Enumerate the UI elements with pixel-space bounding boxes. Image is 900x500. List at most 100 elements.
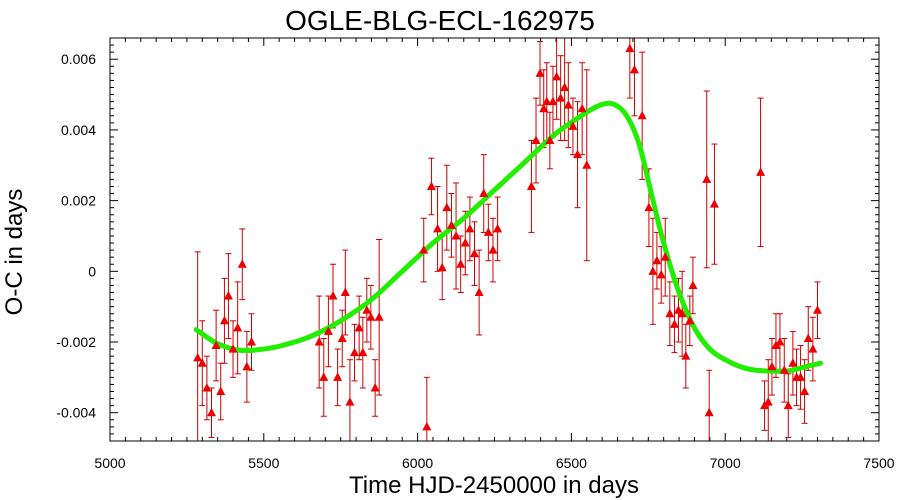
- x-tick-label: 6000: [402, 455, 433, 471]
- plot-frame: [109, 37, 880, 442]
- data-point: [648, 266, 658, 275]
- data-point: [246, 337, 256, 346]
- data-point: [763, 397, 773, 406]
- data-point: [216, 386, 226, 396]
- y-tick-label: 0.004: [61, 122, 96, 138]
- data-point: [552, 71, 562, 81]
- data-point: [193, 352, 203, 362]
- data-point: [483, 227, 493, 236]
- data-point: [437, 262, 447, 272]
- chart-title: OGLE-BLG-ECL-162975: [285, 5, 595, 36]
- y-tick-label: 0.002: [61, 193, 96, 209]
- errorbars-group: [194, 38, 821, 441]
- data-point: [202, 382, 212, 392]
- data-point: [539, 103, 549, 113]
- data-point: [767, 361, 777, 371]
- data-point: [660, 252, 670, 261]
- x-axis-label: Time HJD-2450000 in days: [349, 472, 639, 499]
- data-point: [677, 308, 687, 318]
- data-point: [563, 100, 573, 109]
- data-point: [465, 223, 475, 233]
- data-point: [442, 202, 452, 212]
- data-point: [354, 322, 364, 332]
- data-point: [350, 347, 360, 357]
- x-tick-label: 6500: [556, 455, 587, 471]
- data-point: [582, 160, 592, 169]
- data-points-group: [193, 43, 822, 431]
- data-point: [460, 238, 470, 247]
- data-point: [337, 333, 347, 342]
- data-point: [228, 344, 238, 353]
- x-tick-label: 7000: [710, 455, 741, 471]
- data-point: [568, 121, 578, 130]
- fit-curve: [193, 100, 824, 374]
- data-point: [426, 181, 436, 190]
- data-point: [681, 351, 691, 360]
- data-point: [233, 322, 243, 332]
- data-point: [345, 397, 355, 406]
- data-point: [446, 220, 456, 229]
- data-point: [704, 407, 714, 417]
- data-point: [656, 269, 666, 279]
- data-point: [479, 188, 489, 198]
- data-point: [451, 230, 461, 240]
- y-tick-label: -0.002: [56, 334, 96, 350]
- y-tick-label: -0.004: [56, 405, 96, 421]
- data-point: [779, 365, 789, 374]
- y-tick-label: 0: [88, 263, 96, 279]
- data-point: [644, 202, 654, 212]
- data-point: [685, 315, 695, 325]
- data-point: [535, 68, 545, 77]
- axis-ticks: 5000 5500 6000 6500 7000 7500 -0.004 -0.002 0 0.0…: [56, 37, 895, 471]
- data-point: [366, 312, 376, 321]
- y-tick-label: 0.006: [61, 51, 96, 67]
- data-point: [775, 337, 785, 346]
- data-point: [756, 167, 766, 176]
- x-tick-label: 5500: [248, 455, 279, 471]
- y-axis-label: O-C in days: [1, 189, 28, 316]
- data-point: [314, 337, 324, 346]
- data-point: [800, 386, 810, 396]
- data-point: [207, 407, 217, 417]
- data-point: [211, 340, 221, 350]
- data-point: [709, 199, 719, 208]
- data-point: [219, 315, 229, 325]
- data-point: [531, 135, 541, 145]
- data-point: [669, 319, 679, 328]
- data-point: [808, 344, 818, 353]
- data-point: [803, 333, 813, 342]
- data-point: [812, 305, 822, 314]
- data-point: [542, 96, 552, 106]
- data-point: [493, 223, 503, 233]
- data-point: [340, 287, 350, 297]
- data-point: [577, 103, 587, 113]
- data-point: [474, 287, 484, 297]
- data-point: [197, 358, 207, 367]
- data-point: [433, 223, 443, 233]
- data-point: [548, 96, 558, 106]
- data-point: [470, 248, 480, 258]
- data-point: [629, 64, 639, 74]
- data-point: [319, 372, 329, 381]
- data-point: [556, 93, 566, 102]
- data-point: [702, 174, 712, 183]
- data-point: [625, 43, 635, 53]
- data-point: [237, 259, 247, 268]
- data-point: [573, 149, 583, 159]
- x-tick-label: 5000: [94, 455, 125, 471]
- data-point: [370, 382, 380, 392]
- data-point: [419, 245, 429, 254]
- data-point: [223, 291, 233, 300]
- data-point: [456, 259, 466, 268]
- data-point: [422, 421, 432, 431]
- data-point: [560, 82, 570, 91]
- data-point: [796, 372, 806, 381]
- data-point: [783, 400, 793, 410]
- data-point: [242, 361, 252, 371]
- data-point: [323, 326, 333, 335]
- data-point: [652, 255, 662, 265]
- data-point: [665, 308, 675, 318]
- data-point: [358, 347, 368, 357]
- data-point: [545, 135, 555, 145]
